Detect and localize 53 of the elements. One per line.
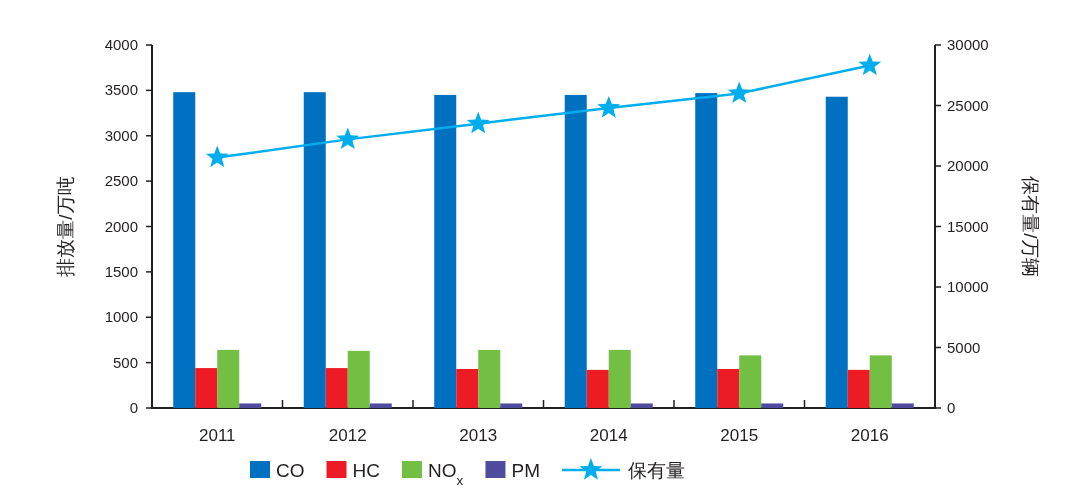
y-tick-label: 3500 <box>104 81 138 99</box>
bar <box>325 368 348 408</box>
x-tick-label: 2016 <box>850 426 889 445</box>
y2-tick-label: 5000 <box>947 338 981 356</box>
y-tick-label: 4000 <box>104 36 138 53</box>
x-tick-label: 2014 <box>589 426 628 445</box>
bar <box>195 368 218 408</box>
bar <box>608 349 631 408</box>
y2-tick-label: 20000 <box>947 157 989 174</box>
y-tick-label: 500 <box>112 353 138 371</box>
bar <box>761 403 784 408</box>
bar <box>347 350 370 408</box>
y-tick-label: 2000 <box>104 217 138 235</box>
bar <box>434 94 457 408</box>
bar <box>369 403 392 408</box>
y-tick-label: 1500 <box>104 262 138 280</box>
y2-axis-title: 保有量/万辆 <box>1020 176 1041 277</box>
y-tick-label: 0 <box>129 399 138 416</box>
bar <box>825 96 848 408</box>
bar <box>303 92 326 408</box>
bar <box>217 349 240 408</box>
x-tick-label: 2015 <box>720 426 759 445</box>
y-tick-label: 3000 <box>104 126 138 144</box>
bar <box>891 403 914 408</box>
legend-label: CO <box>276 460 305 481</box>
legend-label: NO$_{x}$ <box>427 460 464 488</box>
y2-tick-label: 0 <box>947 399 956 416</box>
y2-tick-label: 25000 <box>947 96 989 114</box>
legend-label: 保有量 <box>627 460 685 481</box>
bar <box>695 93 718 408</box>
bar <box>869 355 892 408</box>
y2-tick-label: 10000 <box>947 278 989 295</box>
y2-tick-label: 30000 <box>947 36 989 53</box>
bar <box>456 368 479 408</box>
y-tick-label: 2500 <box>104 172 138 190</box>
bar <box>564 94 587 408</box>
legend-label: HC <box>352 460 380 481</box>
bar <box>739 355 762 408</box>
bar <box>478 349 501 408</box>
bar <box>173 92 196 408</box>
x-tick-label: 2013 <box>459 426 498 445</box>
legend-label: PM <box>511 460 540 481</box>
x-tick-label: 2012 <box>328 426 367 445</box>
y-axis-title: 排放量/万吨 <box>55 176 76 277</box>
x-tick-label: 2011 <box>198 426 236 445</box>
bar <box>586 369 609 408</box>
bar <box>630 403 653 408</box>
bar <box>847 369 870 408</box>
bar <box>239 403 262 408</box>
y-tick-label: 1000 <box>104 308 138 326</box>
bar <box>717 368 740 408</box>
y2-tick-label: 15000 <box>947 217 989 235</box>
bar <box>500 403 523 408</box>
